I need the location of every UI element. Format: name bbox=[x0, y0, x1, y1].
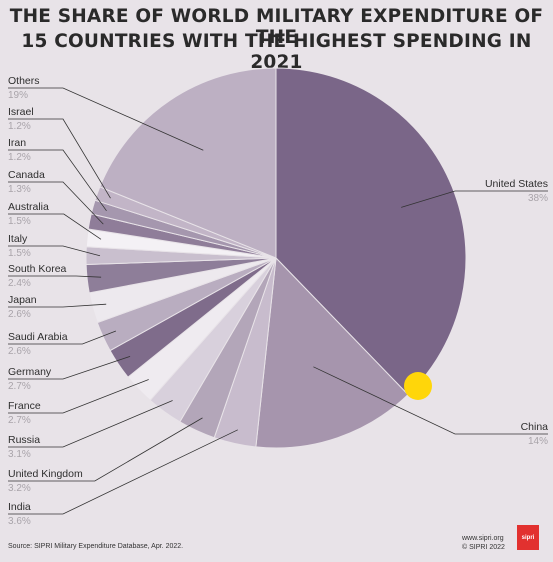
label-value-italy: 1.5% bbox=[8, 248, 31, 259]
label-value-others: 19% bbox=[8, 90, 28, 101]
label-value-russia: 3.1% bbox=[8, 449, 31, 460]
label-value-canada: 1.3% bbox=[8, 184, 31, 195]
label-value-israel: 1.2% bbox=[8, 121, 31, 132]
label-name-russia: Russia bbox=[8, 434, 40, 446]
leader-line-saudi-arabia bbox=[8, 330, 117, 345]
chart-title-line-1: THE SHARE OF WORLD MILITARY EXPENDITURE … bbox=[9, 6, 544, 48]
label-value-germany: 2.7% bbox=[8, 381, 31, 392]
source-note: Source: SIPRI Military Expenditure Datab… bbox=[8, 543, 184, 550]
label-name-india: India bbox=[8, 501, 31, 513]
leader-line-united-kingdom bbox=[8, 417, 203, 482]
label-value-united-kingdom: 3.2% bbox=[8, 483, 31, 494]
label-name-canada: Canada bbox=[8, 169, 45, 181]
label-value-united-states: 38% bbox=[528, 193, 548, 204]
site-credit: www.sipri.org © SIPRI 2022 bbox=[462, 534, 505, 552]
label-name-australia: Australia bbox=[8, 201, 49, 213]
leader-line-russia bbox=[8, 400, 173, 448]
label-name-germany: Germany bbox=[8, 366, 52, 378]
label-value-japan: 2.6% bbox=[8, 309, 31, 320]
label-name-japan: Japan bbox=[8, 294, 37, 306]
label-name-united-kingdom: United Kingdom bbox=[8, 468, 83, 480]
label-value-iran: 1.2% bbox=[8, 152, 31, 163]
leader-line-south-korea bbox=[8, 275, 102, 278]
leader-line-india bbox=[8, 429, 238, 515]
label-value-australia: 1.5% bbox=[8, 216, 31, 227]
label-value-south-korea: 2.4% bbox=[8, 278, 31, 289]
leader-line-china bbox=[313, 366, 548, 435]
pie-slice-others bbox=[99, 67, 277, 259]
chart-title-line-2: 15 COUNTRIES WITH THE HIGHEST SPENDING I… bbox=[21, 31, 532, 73]
label-value-india: 3.6% bbox=[8, 516, 31, 527]
copyright: © SIPRI 2022 bbox=[462, 544, 505, 551]
label-name-israel: Israel bbox=[8, 106, 34, 118]
label-value-france: 2.7% bbox=[8, 415, 31, 426]
site-url: www.sipri.org bbox=[462, 535, 504, 542]
label-name-china: China bbox=[521, 421, 549, 433]
label-value-china: 14% bbox=[528, 436, 548, 447]
label-name-iran: Iran bbox=[8, 137, 26, 149]
leader-line-israel bbox=[8, 118, 111, 199]
pie-slice-united-states bbox=[275, 67, 467, 396]
label-name-italy: Italy bbox=[8, 233, 28, 245]
label-name-south-korea: South Korea bbox=[8, 263, 67, 275]
label-name-united-states: United States bbox=[485, 178, 548, 190]
leader-line-germany bbox=[8, 356, 131, 380]
label-name-others: Others bbox=[8, 75, 40, 87]
leader-line-australia bbox=[8, 213, 102, 240]
leader-line-canada bbox=[8, 181, 104, 225]
highlight-marker bbox=[404, 372, 432, 400]
leader-line-others bbox=[8, 87, 204, 151]
leader-line-united-states bbox=[401, 190, 548, 208]
label-name-saudi-arabia: Saudi Arabia bbox=[8, 331, 68, 343]
label-value-saudi-arabia: 2.6% bbox=[8, 346, 31, 357]
pie-slice-china bbox=[255, 256, 409, 449]
leader-line-japan bbox=[8, 303, 107, 308]
leader-line-italy bbox=[8, 245, 101, 257]
leader-line-iran bbox=[8, 149, 107, 212]
leader-line-france bbox=[8, 379, 149, 414]
label-name-france: France bbox=[8, 400, 41, 412]
sipri-logo: sipri bbox=[517, 525, 539, 550]
